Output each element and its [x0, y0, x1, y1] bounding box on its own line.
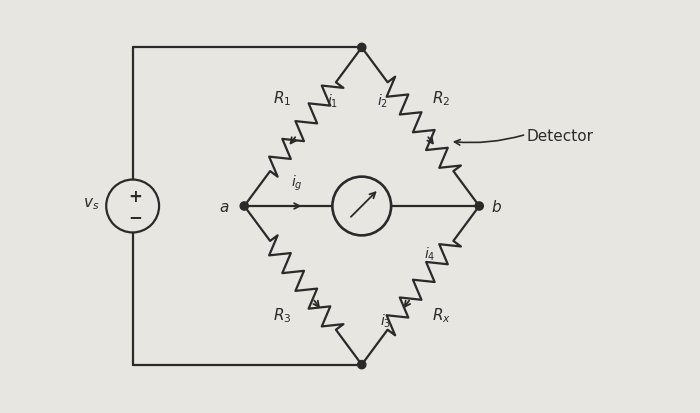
- Circle shape: [358, 44, 366, 52]
- Text: $v_s$: $v_s$: [83, 196, 99, 211]
- Text: $R_2$: $R_2$: [432, 89, 450, 107]
- Text: $a$: $a$: [218, 199, 229, 214]
- Text: $R_3$: $R_3$: [273, 306, 292, 324]
- Circle shape: [240, 202, 248, 211]
- Text: $i_1$: $i_1$: [327, 93, 338, 110]
- Text: Detector: Detector: [526, 129, 593, 144]
- Text: $i_g$: $i_g$: [291, 173, 303, 193]
- Text: $R_1$: $R_1$: [273, 89, 292, 107]
- Text: $R_x$: $R_x$: [432, 306, 451, 324]
- Text: −: −: [129, 207, 143, 225]
- Circle shape: [332, 177, 391, 236]
- Text: $b$: $b$: [491, 199, 503, 214]
- Text: $i_4$: $i_4$: [424, 245, 435, 262]
- Text: $i_2$: $i_2$: [377, 93, 388, 110]
- Circle shape: [358, 361, 366, 369]
- Text: $i_3$: $i_3$: [379, 312, 391, 330]
- Circle shape: [106, 180, 159, 233]
- Text: +: +: [129, 188, 143, 206]
- Circle shape: [475, 202, 484, 211]
